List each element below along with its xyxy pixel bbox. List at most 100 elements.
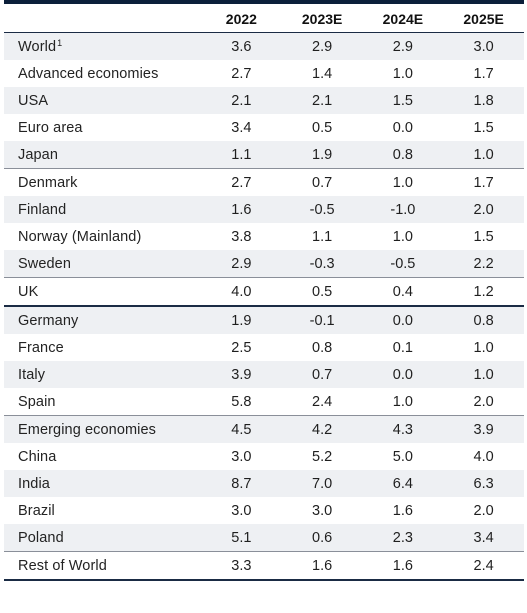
value-cell: 2.7 bbox=[231, 65, 252, 82]
value-cell: 3.0 bbox=[231, 448, 252, 465]
row-label-text: Brazil bbox=[18, 502, 55, 519]
row-label-text: Norway (Mainland) bbox=[18, 228, 142, 245]
row-label: Italy bbox=[4, 361, 201, 388]
table-row: Advanced economies 2.7 1.4 1.0 1.7 bbox=[4, 60, 524, 87]
value-cell: 3.4 bbox=[443, 524, 524, 552]
value-cell: 1.1 bbox=[201, 141, 282, 169]
row-label: Euro area bbox=[4, 114, 201, 141]
value-cell: 1.9 bbox=[281, 141, 363, 169]
value-cell: 0.8 bbox=[362, 141, 444, 169]
row-label: India bbox=[4, 470, 201, 497]
table-row: Sweden 2.9 -0.3 -0.5 2.2 bbox=[4, 250, 524, 278]
value-cell: 1.0 bbox=[392, 393, 413, 410]
table-row: Norway (Mainland) 3.8 1.1 1.0 1.5 bbox=[4, 223, 524, 250]
table-row: Brazil 3.0 3.0 1.6 2.0 bbox=[4, 497, 524, 524]
header-2024e: 2024E bbox=[382, 10, 424, 27]
value-cell: 1.4 bbox=[312, 65, 333, 82]
row-label-text: China bbox=[18, 448, 57, 465]
value-cell: 1.5 bbox=[362, 87, 444, 114]
row-label-text: USA bbox=[18, 92, 49, 109]
table-row: China 3.0 5.2 5.0 4.0 bbox=[4, 443, 524, 470]
row-label-text: France bbox=[18, 339, 64, 356]
row-label: Spain bbox=[4, 388, 201, 416]
value-cell: 4.3 bbox=[362, 415, 444, 443]
table-row: Spain 5.8 2.4 1.0 2.0 bbox=[4, 388, 524, 416]
value-cell: 1.2 bbox=[443, 277, 524, 306]
table-row: UK 4.0 0.5 0.4 1.2 bbox=[4, 277, 524, 306]
row-label: Denmark bbox=[4, 168, 201, 196]
value-cell: 5.8 bbox=[231, 393, 252, 410]
row-label: Norway (Mainland) bbox=[4, 223, 201, 250]
value-cell: 3.8 bbox=[231, 228, 252, 245]
value-cell: 3.0 bbox=[231, 502, 252, 519]
row-label-text: Sweden bbox=[18, 255, 71, 272]
value-cell: 1.9 bbox=[201, 305, 282, 334]
table-row: Finland 1.6 -0.5 -1.0 2.0 bbox=[4, 196, 524, 223]
value-cell: 2.3 bbox=[362, 524, 444, 552]
value-cell: 7.0 bbox=[281, 470, 363, 497]
value-cell: 6.4 bbox=[362, 470, 444, 497]
header-row: 2022 2023E 2024E 2025E bbox=[4, 5, 524, 33]
table-row: Italy 3.9 0.7 0.0 1.0 bbox=[4, 361, 524, 388]
value-cell: -1.0 bbox=[362, 196, 444, 223]
row-label: Japan bbox=[4, 141, 201, 169]
value-cell: 1.0 bbox=[362, 168, 444, 196]
value-cell: 3.0 bbox=[312, 502, 333, 519]
table-row: France 2.5 0.8 0.1 1.0 bbox=[4, 334, 524, 361]
value-cell: 2.9 bbox=[201, 250, 282, 278]
table-row: Poland 5.1 0.6 2.3 3.4 bbox=[4, 524, 524, 552]
row-label-text: Germany bbox=[18, 312, 79, 329]
table-row: Denmark 2.7 0.7 1.0 1.7 bbox=[4, 168, 524, 196]
value-cell: 4.5 bbox=[201, 415, 282, 443]
value-cell: 0.6 bbox=[281, 524, 363, 552]
table-row: USA 2.1 2.1 1.5 1.8 bbox=[4, 87, 524, 114]
value-cell: 5.0 bbox=[392, 448, 413, 465]
table-row: Emerging economies 4.5 4.2 4.3 3.9 bbox=[4, 415, 524, 443]
value-cell: 4.0 bbox=[201, 277, 282, 306]
value-cell: 0.0 bbox=[362, 305, 444, 334]
value-cell: -0.5 bbox=[281, 196, 363, 223]
header-2025e: 2025E bbox=[463, 10, 504, 27]
value-cell: 0.0 bbox=[362, 361, 444, 388]
value-cell: 0.8 bbox=[312, 339, 333, 356]
value-cell: 3.9 bbox=[201, 361, 282, 388]
value-cell: 1.0 bbox=[443, 361, 524, 388]
value-cell: 2.1 bbox=[201, 87, 282, 114]
value-cell: 3.9 bbox=[443, 415, 524, 443]
row-label: Rest of World bbox=[4, 551, 201, 581]
table-row: Euro area 3.4 0.5 0.0 1.5 bbox=[4, 114, 524, 141]
value-cell: 1.8 bbox=[443, 87, 524, 114]
value-cell: -0.5 bbox=[362, 250, 444, 278]
value-cell: 4.0 bbox=[473, 448, 494, 465]
row-label: World1 bbox=[4, 32, 201, 60]
value-cell: 2.9 bbox=[281, 32, 363, 60]
table-row: Rest of World 3.3 1.6 1.6 2.4 bbox=[4, 551, 524, 581]
row-label-text: Japan bbox=[18, 146, 59, 163]
value-cell: 0.7 bbox=[281, 361, 363, 388]
value-cell: 5.2 bbox=[312, 448, 333, 465]
value-cell: 3.6 bbox=[201, 32, 282, 60]
value-cell: 1.0 bbox=[443, 141, 524, 169]
value-cell: 8.7 bbox=[201, 470, 282, 497]
table-row: Japan 1.1 1.9 0.8 1.0 bbox=[4, 141, 524, 169]
top-rule bbox=[4, 0, 524, 4]
value-cell: 3.3 bbox=[201, 551, 282, 581]
value-cell: 0.4 bbox=[362, 277, 444, 306]
row-label: UK bbox=[4, 277, 201, 306]
value-cell: 1.7 bbox=[473, 65, 494, 82]
row-label: USA bbox=[4, 87, 201, 114]
row-label: China bbox=[4, 443, 201, 470]
row-label-text: World bbox=[18, 39, 57, 55]
header-2023e: 2023E bbox=[301, 10, 343, 27]
value-cell: 3.0 bbox=[443, 32, 524, 60]
row-label-text: Finland bbox=[18, 201, 67, 218]
value-cell: 2.1 bbox=[281, 87, 363, 114]
value-cell: 1.5 bbox=[473, 119, 494, 136]
value-cell: 2.7 bbox=[201, 168, 282, 196]
value-cell: 1.1 bbox=[312, 228, 333, 245]
row-label-text: Poland bbox=[18, 529, 64, 546]
value-cell: 1.7 bbox=[443, 168, 524, 196]
header-label bbox=[4, 5, 201, 33]
row-label: Sweden bbox=[4, 250, 201, 278]
value-cell: 1.5 bbox=[473, 228, 494, 245]
